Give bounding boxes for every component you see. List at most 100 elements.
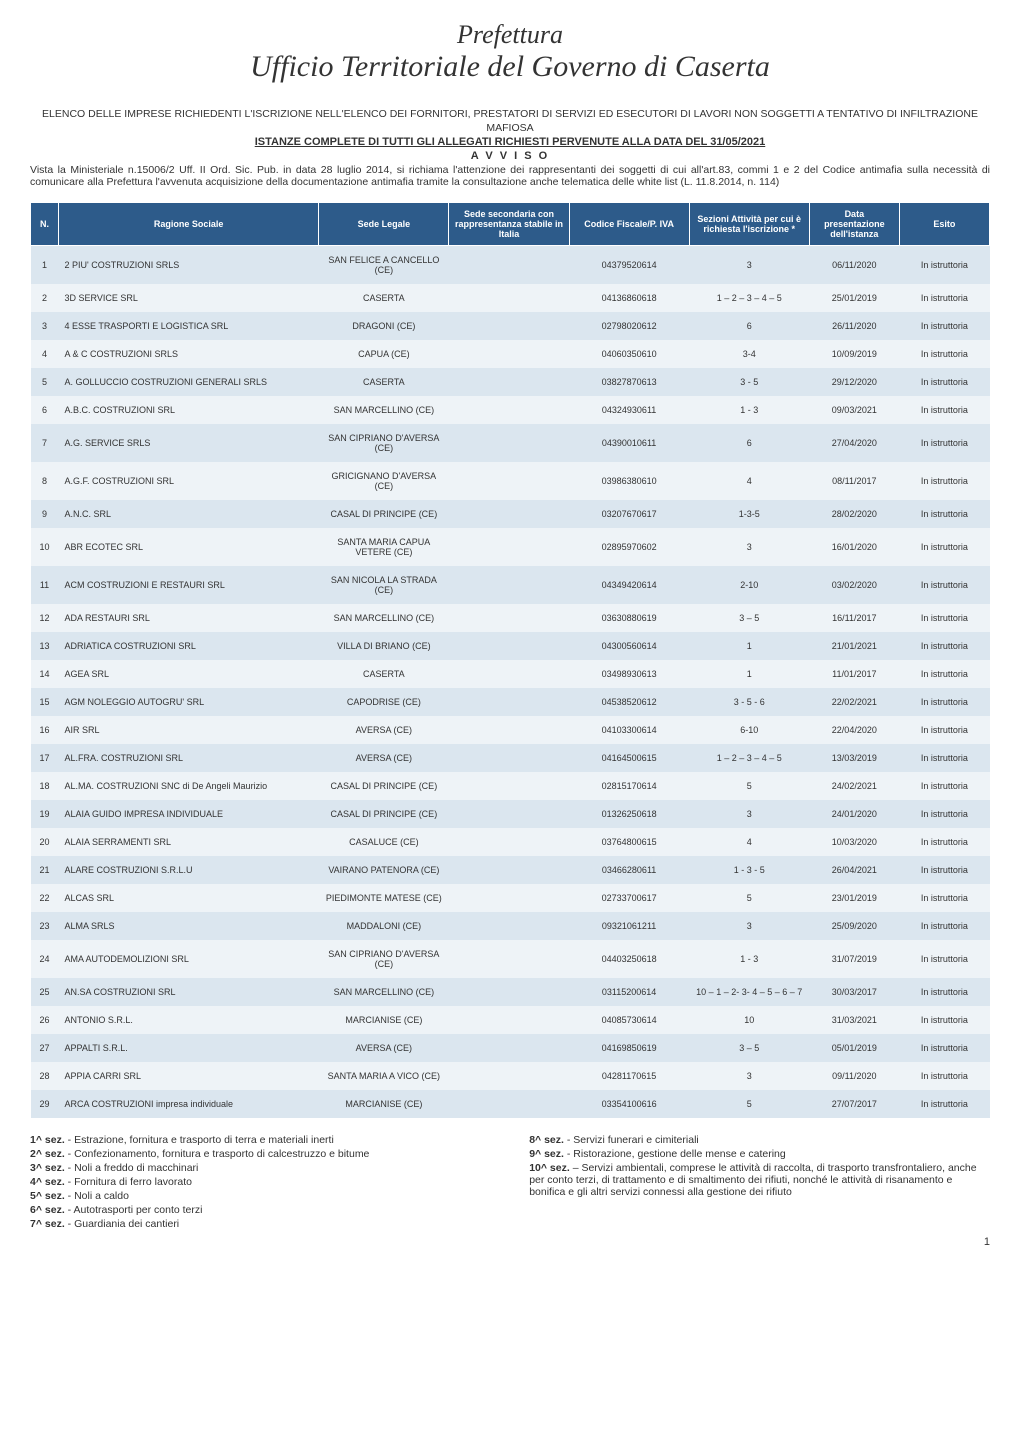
cell-n: 21 [31, 856, 59, 884]
cell-attivita: 1 [689, 660, 809, 688]
footnote-item: 3^ sez. - Noli a freddo di macchinari [30, 1162, 491, 1174]
cell-ragione: AL.MA. COSTRUZIONI SNC di De Angeli Maur… [59, 772, 319, 800]
cell-sede: CASAL DI PRINCIPE (CE) [319, 772, 449, 800]
cell-secondaria [449, 744, 569, 772]
cell-secondaria [449, 246, 569, 285]
cell-n: 2 [31, 284, 59, 312]
cell-n: 27 [31, 1034, 59, 1062]
cell-sede: SAN CIPRIANO D'AVERSA (CE) [319, 424, 449, 462]
footnote-label: 9^ sez. [529, 1148, 564, 1160]
table-row: 11ACM COSTRUZIONI E RESTAURI SRLSAN NICO… [31, 566, 990, 604]
cell-data: 29/12/2020 [809, 368, 899, 396]
cell-sede: CAPUA (CE) [319, 340, 449, 368]
table-row: 23ALMA SRLSMADDALONI (CE)09321061211325/… [31, 912, 990, 940]
cell-esito: In istruttoria [899, 940, 989, 978]
footnote-text: - Guardiania dei cantieri [65, 1218, 179, 1230]
cell-secondaria [449, 884, 569, 912]
cell-data: 28/02/2020 [809, 500, 899, 528]
imprese-table: N. Ragione Sociale Sede Legale Sede seco… [30, 202, 990, 1118]
cell-data: 24/01/2020 [809, 800, 899, 828]
cell-cf: 03498930613 [569, 660, 689, 688]
cell-n: 9 [31, 500, 59, 528]
table-row: 6A.B.C. COSTRUZIONI SRLSAN MARCELLINO (C… [31, 396, 990, 424]
cell-n: 18 [31, 772, 59, 800]
footnote-label: 3^ sez. [30, 1162, 65, 1174]
table-row: 15AGM NOLEGGIO AUTOGRU' SRLCAPODRISE (CE… [31, 688, 990, 716]
cell-secondaria [449, 424, 569, 462]
cell-esito: In istruttoria [899, 604, 989, 632]
cell-secondaria [449, 368, 569, 396]
cell-sede: SAN MARCELLINO (CE) [319, 396, 449, 424]
cell-cf: 03827870613 [569, 368, 689, 396]
cell-n: 17 [31, 744, 59, 772]
cell-attivita: 1-3-5 [689, 500, 809, 528]
cell-sede: GRICIGNANO D'AVERSA (CE) [319, 462, 449, 500]
cell-attivita: 4 [689, 462, 809, 500]
cell-ragione: ARCA COSTRUZIONI impresa individuale [59, 1090, 319, 1118]
footnote-item: 1^ sez. - Estrazione, fornitura e traspo… [30, 1134, 491, 1146]
cell-esito: In istruttoria [899, 884, 989, 912]
footnote-item: 9^ sez. - Ristorazione, gestione delle m… [529, 1148, 990, 1160]
footnote-text: - Noli a caldo [65, 1190, 129, 1202]
cell-sede: CASALUCE (CE) [319, 828, 449, 856]
cell-sede: PIEDIMONTE MATESE (CE) [319, 884, 449, 912]
footnote-text: - Confezionamento, fornitura e trasporto… [65, 1148, 370, 1160]
footnote-label: 10^ sez. [529, 1162, 570, 1174]
intro-elenco-line2: MAFIOSA [30, 122, 990, 134]
cell-sede: SAN CIPRIANO D'AVERSA (CE) [319, 940, 449, 978]
table-row: 17AL.FRA. COSTRUZIONI SRLAVERSA (CE)0416… [31, 744, 990, 772]
cell-esito: In istruttoria [899, 312, 989, 340]
cell-attivita: 10 – 1 – 2- 3- 4 – 5 – 6 – 7 [689, 978, 809, 1006]
cell-secondaria [449, 312, 569, 340]
cell-ragione: AIR SRL [59, 716, 319, 744]
cell-attivita: 1 - 3 [689, 396, 809, 424]
cell-sede: CASAL DI PRINCIPE (CE) [319, 500, 449, 528]
table-row: 19ALAIA GUIDO IMPRESA INDIVIDUALECASAL D… [31, 800, 990, 828]
cell-data: 11/01/2017 [809, 660, 899, 688]
footnote-item: 4^ sez. - Fornitura di ferro lavorato [30, 1176, 491, 1188]
cell-ragione: A. GOLLUCCIO COSTRUZIONI GENERALI SRLS [59, 368, 319, 396]
cell-n: 25 [31, 978, 59, 1006]
footnotes-right-col: 8^ sez. - Servizi funerari e cimiteriali… [529, 1132, 990, 1232]
cell-cf: 03764800615 [569, 828, 689, 856]
cell-secondaria [449, 772, 569, 800]
cell-secondaria [449, 660, 569, 688]
cell-sede: CASERTA [319, 284, 449, 312]
cell-ragione: AMA AUTODEMOLIZIONI SRL [59, 940, 319, 978]
table-row: 9A.N.C. SRLCASAL DI PRINCIPE (CE)0320767… [31, 500, 990, 528]
cell-secondaria [449, 566, 569, 604]
table-row: 5A. GOLLUCCIO COSTRUZIONI GENERALI SRLSC… [31, 368, 990, 396]
cell-data: 30/03/2017 [809, 978, 899, 1006]
cell-sede: VILLA DI BRIANO (CE) [319, 632, 449, 660]
cell-n: 26 [31, 1006, 59, 1034]
cell-ragione: ALAIA GUIDO IMPRESA INDIVIDUALE [59, 800, 319, 828]
cell-ragione: AGEA SRL [59, 660, 319, 688]
cell-esito: In istruttoria [899, 1062, 989, 1090]
cell-secondaria [449, 1062, 569, 1090]
cell-ragione: A.G.F. COSTRUZIONI SRL [59, 462, 319, 500]
cell-attivita: 5 [689, 772, 809, 800]
table-row: 20ALAIA SERRAMENTI SRLCASALUCE (CE)03764… [31, 828, 990, 856]
th-esito: Esito [899, 203, 989, 246]
cell-data: 13/03/2019 [809, 744, 899, 772]
intro-avviso: A V V I S O [30, 150, 990, 162]
cell-esito: In istruttoria [899, 912, 989, 940]
cell-data: 26/04/2021 [809, 856, 899, 884]
cell-esito: In istruttoria [899, 500, 989, 528]
footnotes-left-col: 1^ sez. - Estrazione, fornitura e traspo… [30, 1132, 491, 1232]
cell-n: 23 [31, 912, 59, 940]
cell-attivita: 6-10 [689, 716, 809, 744]
cell-n: 20 [31, 828, 59, 856]
cell-ragione: A.N.C. SRL [59, 500, 319, 528]
table-row: 10ABR ECOTEC SRLSANTA MARIA CAPUA VETERE… [31, 528, 990, 566]
table-row: 13ADRIATICA COSTRUZIONI SRLVILLA DI BRIA… [31, 632, 990, 660]
footnote-label: 8^ sez. [529, 1134, 564, 1146]
cell-n: 6 [31, 396, 59, 424]
cell-sede: AVERSA (CE) [319, 744, 449, 772]
cell-ragione: APPIA CARRI SRL [59, 1062, 319, 1090]
cell-ragione: ABR ECOTEC SRL [59, 528, 319, 566]
th-sede: Sede Legale [319, 203, 449, 246]
cell-ragione: AL.FRA. COSTRUZIONI SRL [59, 744, 319, 772]
footnote-item: 6^ sez. - Autotrasporti per conto terzi [30, 1204, 491, 1216]
letterhead-line2: Ufficio Territoriale del Governo di Case… [30, 50, 990, 84]
